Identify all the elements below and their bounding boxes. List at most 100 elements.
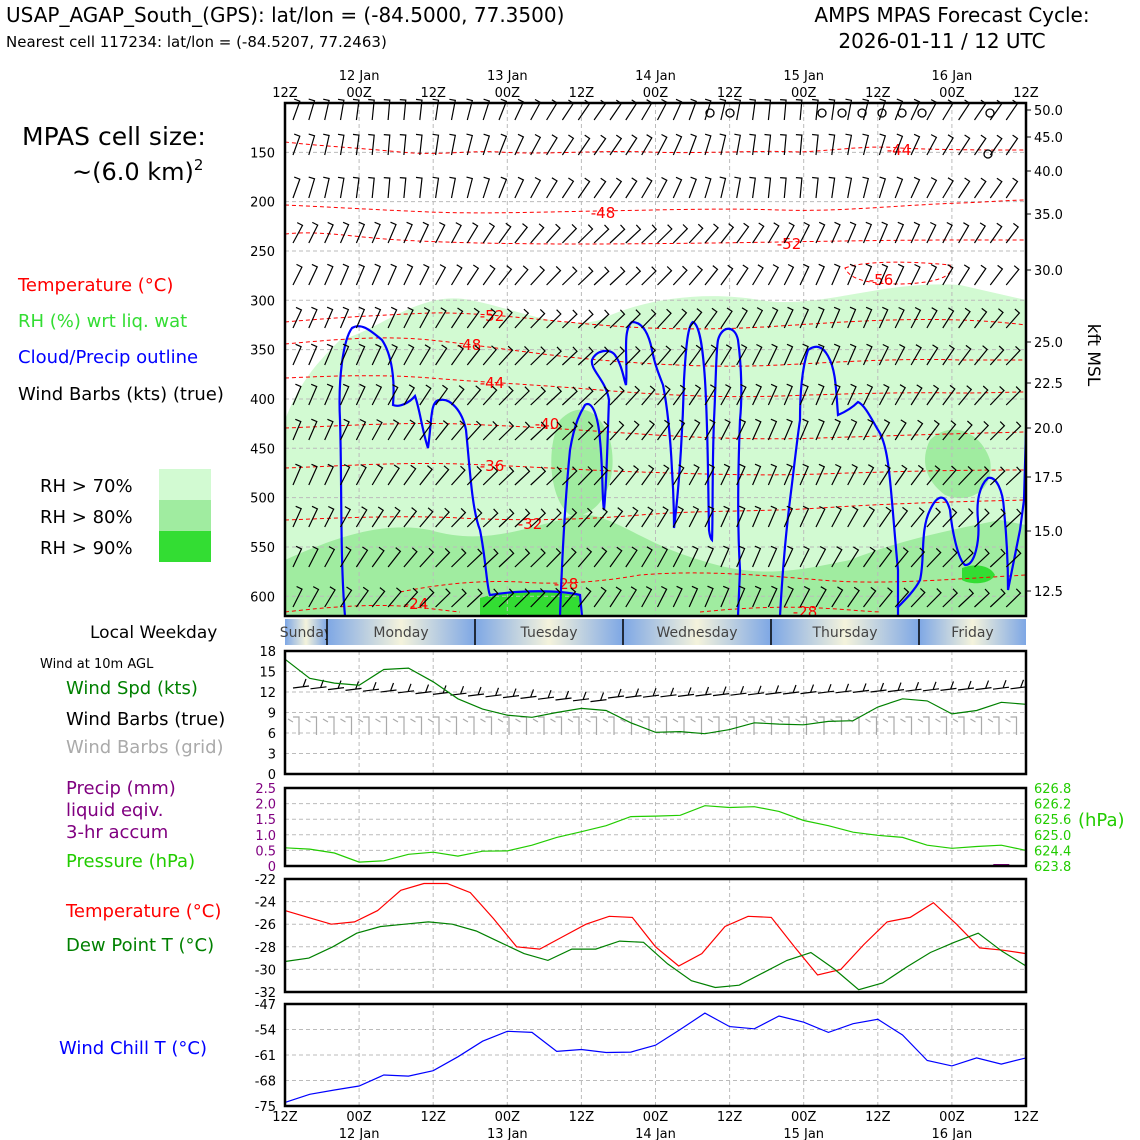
wind-barb: [498, 466, 515, 486]
wind-barb: [324, 221, 334, 244]
calm-wind-circle: [983, 149, 993, 159]
wind-barb: [974, 177, 987, 199]
wind-barb: [561, 386, 578, 406]
wind-barb: [974, 264, 987, 286]
wind-barb: [812, 176, 819, 199]
kft-tick-label: 40.0: [1034, 165, 1063, 180]
wind-barb: [561, 223, 578, 244]
wind-barb: [974, 548, 990, 568]
wind-barb: [482, 588, 499, 608]
wind-barb: [449, 98, 457, 121]
wind-barb: [625, 465, 640, 486]
wind-barb: [383, 177, 391, 199]
panel-tick-label: 2.5: [255, 782, 276, 797]
wind-barb: [399, 99, 407, 121]
wind-barb: [292, 418, 302, 441]
wind-barb: [831, 505, 843, 528]
wind-barb: [466, 548, 483, 568]
wind-barb: [292, 383, 302, 406]
wind-barb: [752, 343, 763, 366]
wind-barb: [749, 98, 756, 121]
wind-barb: [308, 263, 319, 286]
wind-barb: [910, 419, 924, 441]
wind-barb: [324, 546, 336, 568]
wind-barb: [432, 133, 440, 156]
wind-barb: [415, 133, 423, 156]
wind-barb: [767, 343, 778, 366]
wind-barb: [752, 505, 762, 528]
wind-barb: [734, 176, 741, 199]
wind-barb: [862, 418, 874, 441]
wind-barb: [672, 176, 683, 199]
wind-barb: [894, 263, 905, 286]
true-wind-barb: [555, 690, 572, 701]
grid-wind-barb: [620, 716, 633, 735]
wind-barb: [625, 309, 641, 329]
wind-barb: [845, 98, 853, 121]
wind-barb: [862, 221, 873, 244]
isotherm-48-lower: [284, 337, 1026, 367]
pressure-tick-label: 400: [250, 393, 275, 408]
wind-barb: [780, 134, 787, 156]
panel-frame: [283, 649, 1028, 776]
wind-barb: [845, 176, 853, 199]
wind-barb: [466, 385, 482, 406]
grid-wind-barb: [917, 716, 930, 735]
wind-barb: [308, 586, 320, 608]
wind-barb: [577, 386, 594, 406]
wind-barb: [688, 585, 699, 608]
wind-barb: [514, 308, 530, 329]
wind-barb: [672, 545, 684, 568]
wind-barb: [847, 546, 860, 568]
wind-barb: [561, 466, 578, 486]
wind-barb: [419, 307, 431, 329]
legend-barbs: Wind Barbs (kts) (true): [18, 384, 224, 405]
wind-barb: [736, 383, 747, 406]
wind-barb: [688, 223, 704, 244]
wind-barb: [845, 133, 853, 156]
xsec-frame: [283, 101, 1028, 618]
pressure-label: Pressure (hPa): [66, 851, 195, 872]
wind-barb: [530, 548, 546, 568]
wind-barb: [546, 508, 562, 528]
wind-barb: [688, 308, 703, 329]
wind-barb: [719, 133, 727, 156]
wind-barb: [942, 420, 957, 441]
wind-barb: [989, 466, 1006, 486]
wind-barb: [657, 266, 673, 286]
true-wind-barb: [607, 688, 625, 699]
wind-barb: [387, 587, 402, 608]
isotherm-56: [844, 261, 952, 285]
wind-barb: [577, 134, 591, 156]
wind-barb: [514, 265, 529, 286]
grid-wind-barb: [812, 716, 825, 735]
wind-barb: [878, 546, 893, 568]
wind-barb: [324, 418, 334, 441]
cycle-date: 2026-01-11 / 12 UTC: [838, 29, 1045, 53]
wind-barb: [530, 588, 546, 608]
true-wind-barb: [747, 685, 765, 696]
wind-barb: [942, 588, 959, 608]
wind-barb: [657, 385, 671, 406]
panel-tick-label: -75: [255, 1100, 276, 1115]
wind-barb: [355, 383, 366, 406]
wind-barb: [546, 265, 562, 286]
top-hour-label: 12Z: [717, 86, 743, 101]
wind-barb: [561, 134, 575, 156]
weekday-label: Local Weekday: [90, 623, 217, 643]
legend-rh80: RH > 80%: [40, 507, 133, 528]
wind-barb: [308, 306, 318, 329]
wind-barb: [355, 506, 368, 528]
true-wind-barb: [852, 683, 870, 693]
wind-barb: [958, 222, 970, 244]
wind-barb: [292, 545, 303, 568]
wind-barb: [435, 221, 446, 244]
wind-barb: [435, 547, 451, 568]
wind-barb: [625, 346, 641, 366]
wind-barb: [862, 343, 873, 366]
wind-barb: [815, 586, 827, 608]
wind-barb: [323, 133, 330, 156]
wind-barb: [688, 133, 697, 156]
wind-barb: [466, 176, 474, 199]
wind-barb: [704, 545, 714, 568]
